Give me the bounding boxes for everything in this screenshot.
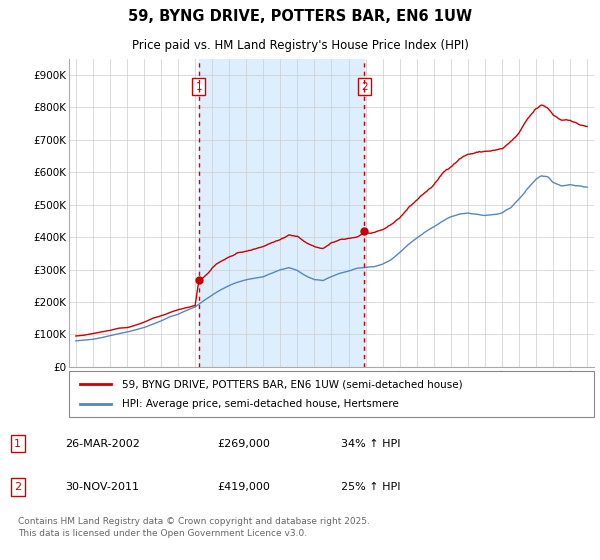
Bar — [199, 59, 364, 367]
Text: 25% ↑ HPI: 25% ↑ HPI — [341, 482, 401, 492]
Text: Contains HM Land Registry data © Crown copyright and database right 2025.
This d: Contains HM Land Registry data © Crown c… — [18, 517, 370, 538]
Text: 26-MAR-2002: 26-MAR-2002 — [65, 438, 140, 449]
Text: 30-NOV-2011: 30-NOV-2011 — [65, 482, 139, 492]
Text: 59, BYNG DRIVE, POTTERS BAR, EN6 1UW: 59, BYNG DRIVE, POTTERS BAR, EN6 1UW — [128, 9, 472, 24]
Text: 1: 1 — [196, 82, 202, 91]
Text: 1: 1 — [14, 438, 21, 449]
Text: 34% ↑ HPI: 34% ↑ HPI — [341, 438, 401, 449]
Text: HPI: Average price, semi-detached house, Hertsmere: HPI: Average price, semi-detached house,… — [121, 399, 398, 409]
FancyBboxPatch shape — [69, 371, 594, 417]
Text: 2: 2 — [361, 82, 368, 91]
Text: £419,000: £419,000 — [218, 482, 271, 492]
Text: £269,000: £269,000 — [218, 438, 271, 449]
Text: 59, BYNG DRIVE, POTTERS BAR, EN6 1UW (semi-detached house): 59, BYNG DRIVE, POTTERS BAR, EN6 1UW (se… — [121, 379, 462, 389]
Text: Price paid vs. HM Land Registry's House Price Index (HPI): Price paid vs. HM Land Registry's House … — [131, 39, 469, 53]
Text: 2: 2 — [14, 482, 22, 492]
